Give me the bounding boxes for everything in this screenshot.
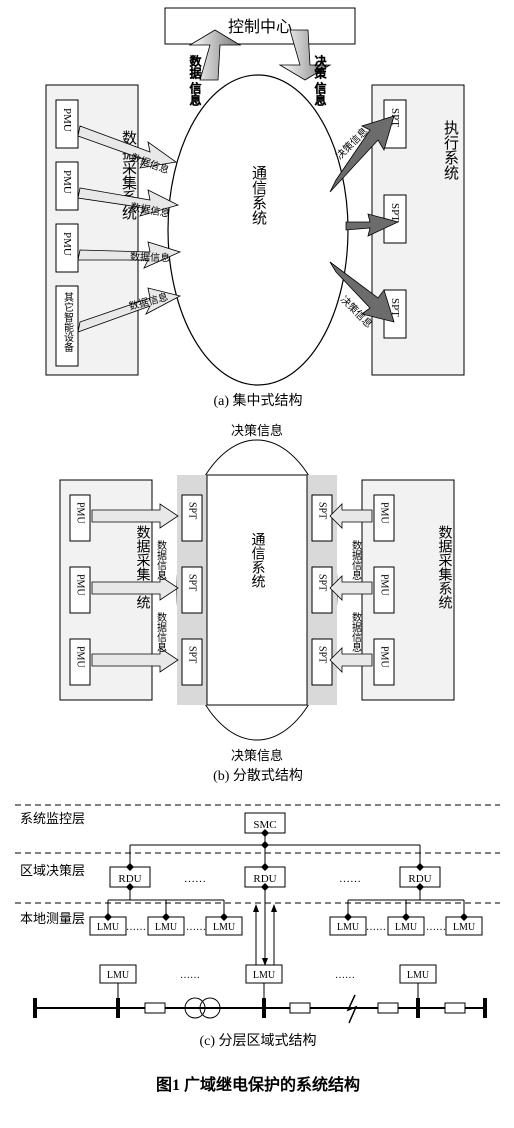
svg-text:SPT: SPT [389,203,401,222]
panel-b: 决策信息 决策信息 数据采集系统 数据采集系统 通信系统 PMU PMU PMU… [60,423,454,784]
svg-text:决策信息: 决策信息 [231,423,283,438]
svg-text:数据信息: 数据信息 [350,539,362,580]
svg-text:PMU: PMU [75,574,86,596]
svg-text:PMU: PMU [75,646,86,668]
svg-text:SMC: SMC [253,819,276,831]
svg-text:RDU: RDU [408,873,431,885]
svg-text:……: …… [180,970,200,981]
svg-text:本地测量层: 本地测量层 [20,911,85,926]
svg-text:数据采集系统: 数据采集系统 [437,525,453,610]
svg-text:……: …… [339,873,361,885]
exec-system-label: 执行系统 [442,120,459,181]
svg-text:LMU: LMU [155,922,178,933]
svg-text:LMU: LMU [107,970,130,981]
svg-text:数据信息: 数据信息 [155,611,167,652]
svg-text:决策信息: 决策信息 [231,748,283,763]
svg-text:LMU: LMU [395,922,418,933]
svg-text:……: …… [186,922,206,933]
svg-text:数据信息: 数据信息 [350,611,362,652]
svg-text:RDU: RDU [253,873,276,885]
svg-text:LMU: LMU [253,970,276,981]
svg-text:SPT: SPT [317,502,328,519]
svg-text:SPT: SPT [187,502,198,519]
svg-text:RDU: RDU [118,873,141,885]
panel-b-caption: (b) 分散式结构 [213,768,303,784]
svg-text:PMU: PMU [379,502,390,524]
svg-text:……: …… [426,922,446,933]
svg-text:……: …… [184,873,206,885]
svg-text:LMU: LMU [97,922,120,933]
svg-text:SPT: SPT [317,646,328,663]
svg-text:……: …… [366,922,386,933]
control-center-label: 控制中心 [228,18,292,36]
svg-text:LMU: LMU [453,922,476,933]
svg-text:其它智能设备: 其它智能设备 [62,292,74,353]
svg-text:区域决策层: 区域决策层 [20,863,85,878]
svg-text:数据采集系统: 数据采集系统 [135,525,151,610]
panel-a-caption: (a) 集中式结构 [213,392,302,409]
svg-text:通信系统: 通信系统 [250,532,266,589]
svg-text:LMU: LMU [407,970,430,981]
svg-text:SPT: SPT [187,574,198,591]
panel-c: 系统监控层 区域决策层 本地测量层 SMC RDU RDU RDU …… …… … [15,805,500,1049]
svg-text:PMU: PMU [61,170,73,194]
svg-text:数据 信息: 数据 信息 [188,54,202,106]
svg-text:……: …… [126,922,146,933]
svg-text:SPT: SPT [187,646,198,663]
svg-text:PMU: PMU [379,646,390,668]
svg-text:PMU: PMU [61,232,73,256]
svg-text:PMU: PMU [379,574,390,596]
comm-system-label-a: 通信系统 [250,165,267,226]
svg-text:PMU: PMU [61,108,73,132]
svg-text:……: …… [335,970,355,981]
svg-text:数据信息: 数据信息 [155,539,167,580]
svg-text:LMU: LMU [337,922,360,933]
svg-text:决策 信息: 决策 信息 [313,55,327,106]
svg-text:系统监控层: 系统监控层 [20,811,85,826]
svg-text:LMU: LMU [213,922,236,933]
figure-caption: 图1 广域继电保护的系统结构 [156,1075,360,1094]
panel-c-caption: (c) 分层区域式结构 [199,1033,316,1049]
panel-a: 控制中心 数据采集系统 执行系统 通信系统 PMU PMU PMU 其它智能设备… [46,8,464,409]
svg-text:PMU: PMU [75,502,86,524]
figure-svg: 控制中心 数据采集系统 执行系统 通信系统 PMU PMU PMU 其它智能设备… [0,0,514,1123]
svg-text:SPT: SPT [317,574,328,591]
pmu-boxes-a: PMU PMU PMU 其它智能设备 [56,100,78,366]
